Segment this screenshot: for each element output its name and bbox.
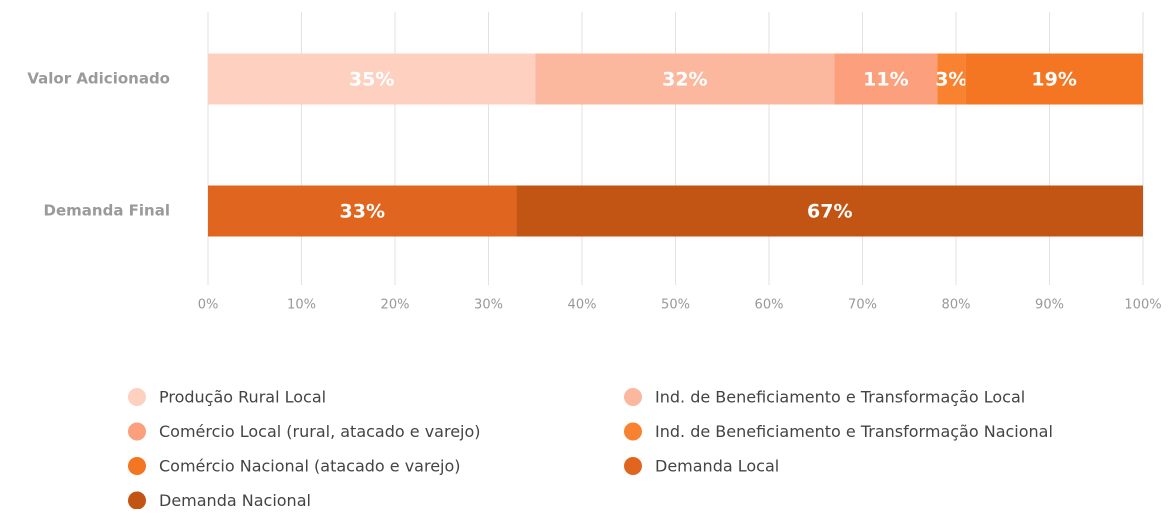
y-tick-label: Demanda Final — [44, 202, 170, 220]
legend-label: Demanda Local — [655, 457, 779, 476]
data-label: 3% — [935, 69, 967, 91]
bar-segment — [965, 53, 1143, 105]
data-label: 67% — [807, 201, 852, 223]
x-tick-label: 20% — [381, 298, 410, 313]
legend-marker — [624, 388, 642, 406]
legend-label: Comércio Local (rural, atacado e varejo) — [159, 422, 481, 441]
legend-marker — [624, 457, 642, 475]
data-label: 19% — [1031, 69, 1076, 91]
x-tick-label: 100% — [1124, 298, 1161, 313]
legend-marker — [128, 388, 146, 406]
legend-marker — [128, 457, 146, 475]
x-tick-label: 30% — [474, 298, 503, 313]
x-tick-label: 40% — [568, 298, 597, 313]
data-label: 33% — [340, 201, 385, 223]
legend-label: Ind. de Beneficiamento e Transformação N… — [655, 422, 1053, 441]
x-tick-label: 10% — [287, 298, 316, 313]
x-tick-label: 80% — [942, 298, 971, 313]
bar-segment — [516, 185, 1143, 237]
data-label: 32% — [662, 69, 707, 91]
x-tick-label: 70% — [848, 298, 877, 313]
legend-marker — [624, 422, 642, 441]
y-tick-label: Valor Adicionado — [27, 70, 170, 88]
bar-segment — [937, 53, 966, 105]
legend-label: Demanda Nacional — [159, 491, 311, 509]
bar-segment — [834, 53, 938, 105]
legend-label: Ind. de Beneficiamento e Transformação L… — [655, 388, 1025, 407]
bar-segment — [208, 185, 517, 237]
legend-marker — [128, 491, 146, 510]
x-tick-label: 50% — [661, 298, 690, 313]
data-label: 11% — [863, 69, 908, 91]
legend-label: Produção Rural Local — [159, 388, 326, 407]
bar-segment — [208, 53, 536, 105]
bar-segment — [535, 53, 835, 105]
legend-marker — [128, 422, 146, 441]
x-tick-label: 60% — [755, 298, 784, 313]
legend-label: Comércio Nacional (atacado e varejo) — [159, 457, 461, 476]
x-tick-label: 0% — [198, 298, 219, 313]
x-tick-label: 90% — [1035, 298, 1064, 313]
data-label: 35% — [349, 69, 394, 91]
